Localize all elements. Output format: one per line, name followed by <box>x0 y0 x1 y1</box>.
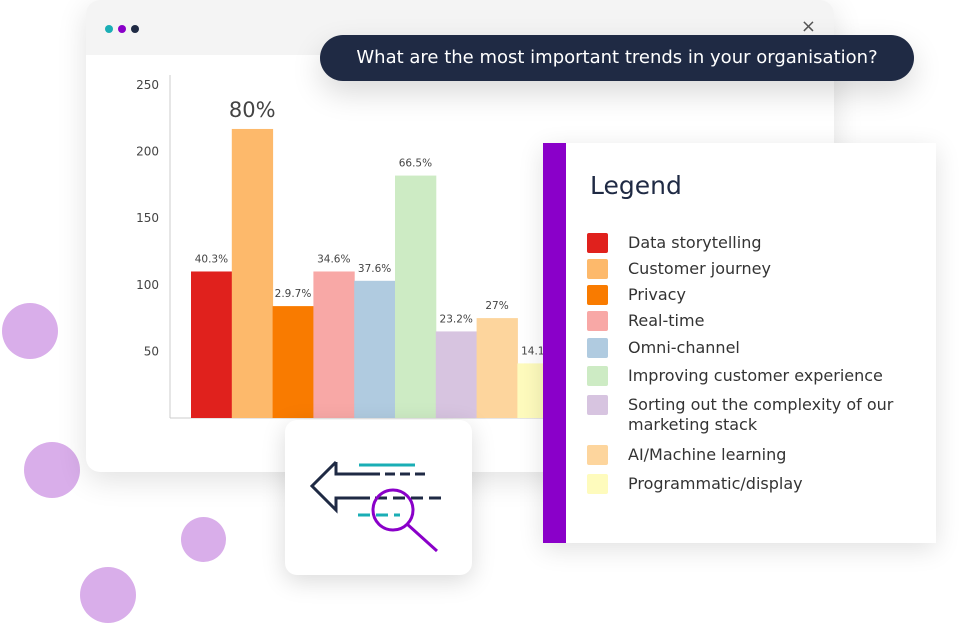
data-label: 37.6% <box>358 263 391 275</box>
legend-swatch <box>587 474 608 494</box>
data-label: 80% <box>229 98 276 122</box>
legend-swatch <box>587 395 608 415</box>
legend-item: Data storytelling <box>587 233 908 253</box>
legend-item: Real-time <box>587 311 908 331</box>
bar <box>191 271 233 418</box>
data-label: 23.2% <box>440 313 473 325</box>
icon-card <box>285 420 472 575</box>
y-tick-label: 250 <box>136 78 159 92</box>
legend-item: Sorting out the complexity of our market… <box>587 395 908 435</box>
legend-label: Improving customer experience <box>628 366 883 385</box>
legend-swatch <box>587 259 608 279</box>
decorative-circle <box>181 517 226 562</box>
legend-swatch <box>587 338 608 358</box>
data-label: 2.9.7% <box>275 288 312 300</box>
bar <box>313 271 355 418</box>
legend-label: Omni-channel <box>628 338 740 357</box>
search-arrow-icon <box>309 460 445 553</box>
legend-label: Customer journey <box>628 259 771 278</box>
data-label: 40.3% <box>195 253 228 265</box>
legend-item: Privacy <box>587 285 908 305</box>
legend-label: Programmatic/display <box>628 474 803 493</box>
data-label: 66.5% <box>399 158 432 170</box>
question-bubble: What are the most important trends in yo… <box>320 35 914 81</box>
legend-accent-stripe <box>543 143 566 543</box>
bar <box>272 306 314 418</box>
decorative-circle <box>80 567 136 623</box>
bar <box>354 280 396 418</box>
window-dot[interactable] <box>105 25 113 33</box>
decorative-circle <box>2 303 58 359</box>
close-icon[interactable]: × <box>800 16 816 37</box>
legend-item: Improving customer experience <box>587 366 908 386</box>
legend-label: Real-time <box>628 311 705 330</box>
data-label: 27% <box>485 300 508 312</box>
window-dot[interactable] <box>131 25 139 33</box>
legend-swatch <box>587 445 608 465</box>
bar <box>476 318 518 418</box>
bar <box>395 175 437 418</box>
legend-label: Sorting out the complexity of our market… <box>628 395 894 434</box>
y-tick-label: 200 <box>136 145 159 159</box>
bar <box>231 128 274 418</box>
data-label: 34.6% <box>317 253 350 265</box>
legend-swatch <box>587 285 608 305</box>
legend-item: Programmatic/display <box>587 474 908 494</box>
legend-swatch <box>587 311 608 331</box>
y-tick-label: 50 <box>144 344 159 358</box>
decorative-circle <box>24 442 80 498</box>
y-tick-label: 100 <box>136 278 159 292</box>
bar <box>435 331 478 418</box>
legend-label: AI/Machine learning <box>628 445 787 464</box>
legend-title: Legend <box>590 171 682 200</box>
legend-item: AI/Machine learning <box>587 445 908 465</box>
legend-item: Omni-channel <box>587 338 908 358</box>
legend-panel: Legend Data storytelling Customer journey… <box>543 143 936 543</box>
legend-label: Data storytelling <box>628 233 762 252</box>
legend-label: Privacy <box>628 285 686 304</box>
legend-swatch <box>587 366 608 386</box>
y-tick-label: 150 <box>136 211 159 225</box>
legend-item: Customer journey <box>587 259 908 279</box>
legend-swatch <box>587 233 608 253</box>
window-dot[interactable] <box>118 25 126 33</box>
